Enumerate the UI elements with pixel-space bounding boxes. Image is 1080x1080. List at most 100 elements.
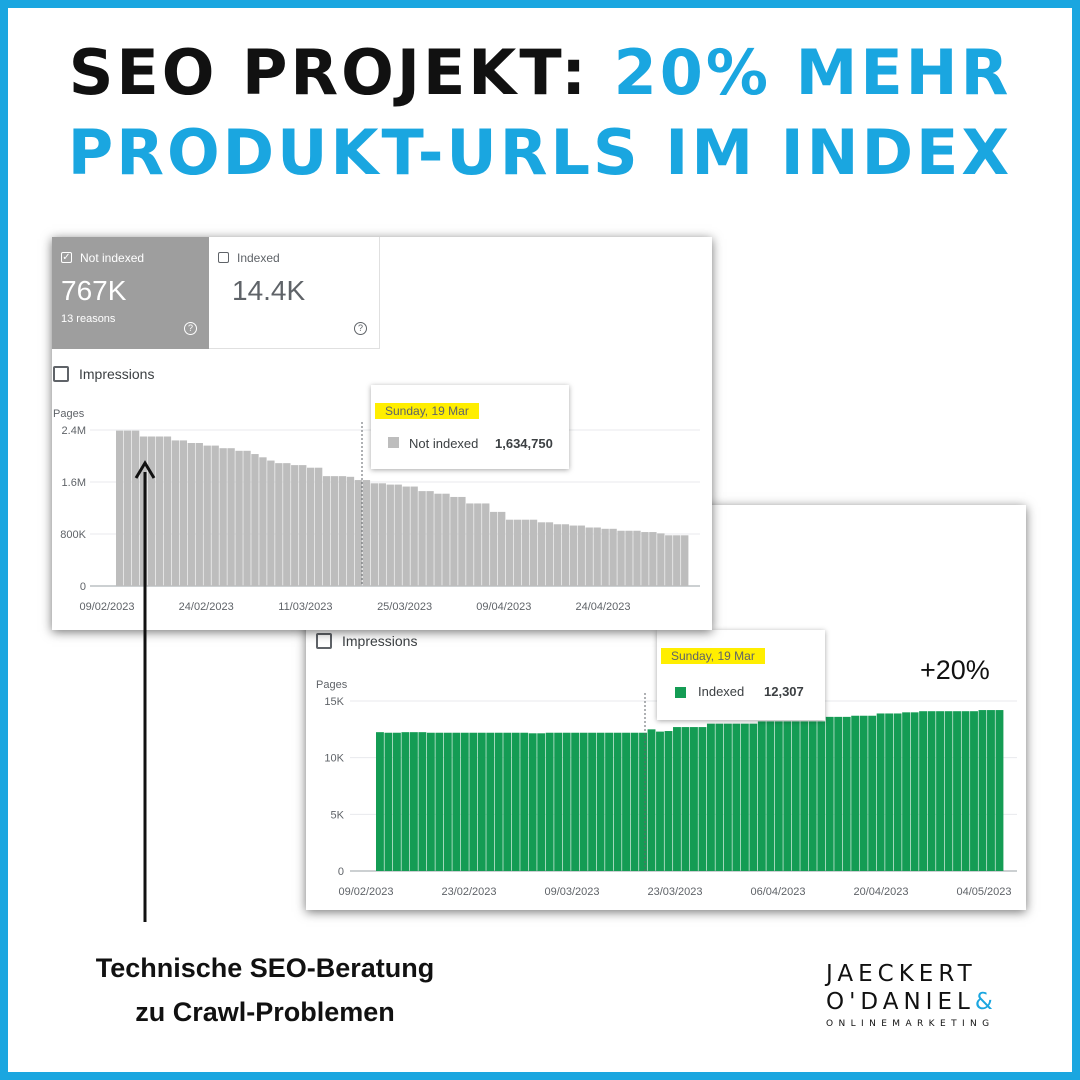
bar[interactable]	[561, 524, 570, 586]
bar[interactable]	[435, 732, 444, 871]
bar[interactable]	[698, 727, 707, 871]
bar[interactable]	[665, 535, 673, 586]
bar[interactable]	[859, 715, 868, 871]
bar[interactable]	[690, 727, 698, 871]
bar[interactable]	[545, 732, 554, 871]
bar[interactable]	[243, 450, 251, 586]
bar[interactable]	[394, 484, 402, 586]
bar[interactable]	[409, 732, 418, 871]
bar[interactable]	[434, 493, 442, 586]
bar[interactable]	[330, 476, 339, 586]
bar[interactable]	[521, 519, 530, 586]
bar[interactable]	[577, 525, 585, 586]
bar[interactable]	[179, 440, 188, 586]
bar[interactable]	[354, 480, 363, 586]
bar[interactable]	[376, 732, 384, 871]
bar[interactable]	[307, 467, 315, 586]
bar[interactable]	[259, 457, 267, 586]
bar[interactable]	[910, 712, 919, 871]
bar[interactable]	[211, 445, 219, 586]
bar[interactable]	[267, 460, 275, 586]
bar[interactable]	[401, 732, 410, 871]
bar[interactable]	[219, 448, 227, 586]
bar[interactable]	[791, 721, 800, 871]
bar[interactable]	[195, 443, 203, 586]
bar[interactable]	[936, 711, 944, 871]
bar[interactable]	[443, 732, 452, 871]
bar[interactable]	[961, 711, 970, 871]
bar[interactable]	[163, 436, 172, 587]
impressions-checkbox[interactable]	[316, 633, 332, 649]
bar[interactable]	[842, 716, 851, 871]
bar[interactable]	[503, 732, 512, 871]
bar[interactable]	[346, 476, 355, 586]
bar[interactable]	[633, 530, 641, 586]
bar[interactable]	[378, 483, 386, 586]
bar[interactable]	[460, 732, 469, 871]
bar[interactable]	[569, 525, 577, 586]
bar[interactable]	[919, 711, 928, 871]
bar[interactable]	[723, 723, 732, 871]
bar[interactable]	[338, 476, 347, 586]
bar[interactable]	[625, 530, 633, 586]
bar[interactable]	[851, 715, 860, 871]
bar[interactable]	[227, 448, 235, 586]
bar[interactable]	[362, 480, 371, 586]
bar[interactable]	[498, 511, 506, 586]
not-indexed-card[interactable]: ✓ Not indexed 767K 13 reasons ?	[52, 237, 209, 349]
bar[interactable]	[571, 732, 580, 871]
bar[interactable]	[513, 519, 522, 586]
bar[interactable]	[554, 732, 563, 871]
impressions-toggle[interactable]: Impressions	[53, 366, 154, 382]
bar[interactable]	[299, 465, 307, 586]
bar[interactable]	[486, 732, 495, 871]
bar[interactable]	[537, 522, 546, 586]
bar[interactable]	[131, 430, 140, 586]
bar[interactable]	[622, 732, 630, 871]
bar[interactable]	[402, 486, 410, 586]
bar[interactable]	[553, 524, 562, 586]
help-icon[interactable]: ?	[184, 322, 197, 335]
bar[interactable]	[291, 465, 299, 586]
bar[interactable]	[520, 732, 529, 871]
bar[interactable]	[418, 732, 427, 871]
bar[interactable]	[605, 732, 614, 871]
indexed-card[interactable]: Indexed 14.4K ?	[209, 237, 380, 349]
bar[interactable]	[251, 454, 259, 586]
bar[interactable]	[474, 503, 482, 586]
bar[interactable]	[490, 511, 498, 586]
bar[interactable]	[808, 721, 817, 871]
bar[interactable]	[953, 711, 961, 871]
bar[interactable]	[732, 723, 741, 871]
bar[interactable]	[283, 463, 291, 586]
bar[interactable]	[545, 522, 554, 586]
bar[interactable]	[649, 532, 657, 586]
bar[interactable]	[410, 486, 418, 586]
bar[interactable]	[944, 711, 953, 871]
bar[interactable]	[147, 436, 156, 587]
bar[interactable]	[593, 527, 601, 587]
bar[interactable]	[885, 713, 894, 871]
bar[interactable]	[783, 721, 792, 871]
bar[interactable]	[681, 727, 690, 871]
bar[interactable]	[774, 721, 783, 871]
bar[interactable]	[641, 532, 649, 586]
bar[interactable]	[664, 731, 673, 871]
bar[interactable]	[825, 716, 834, 871]
bar[interactable]	[458, 496, 466, 586]
bar[interactable]	[817, 721, 826, 871]
bar[interactable]	[139, 436, 148, 587]
bar[interactable]	[927, 711, 936, 871]
bar[interactable]	[537, 733, 546, 871]
impressions-toggle[interactable]: Impressions	[316, 633, 417, 649]
bar[interactable]	[482, 503, 490, 586]
bar[interactable]	[834, 716, 843, 871]
bar[interactable]	[657, 533, 665, 586]
bar[interactable]	[171, 440, 180, 586]
bar[interactable]	[314, 467, 323, 586]
bar[interactable]	[647, 729, 656, 871]
impressions-checkbox[interactable]	[53, 366, 69, 382]
bar[interactable]	[617, 530, 625, 586]
bar[interactable]	[511, 732, 520, 871]
bar[interactable]	[596, 732, 605, 871]
